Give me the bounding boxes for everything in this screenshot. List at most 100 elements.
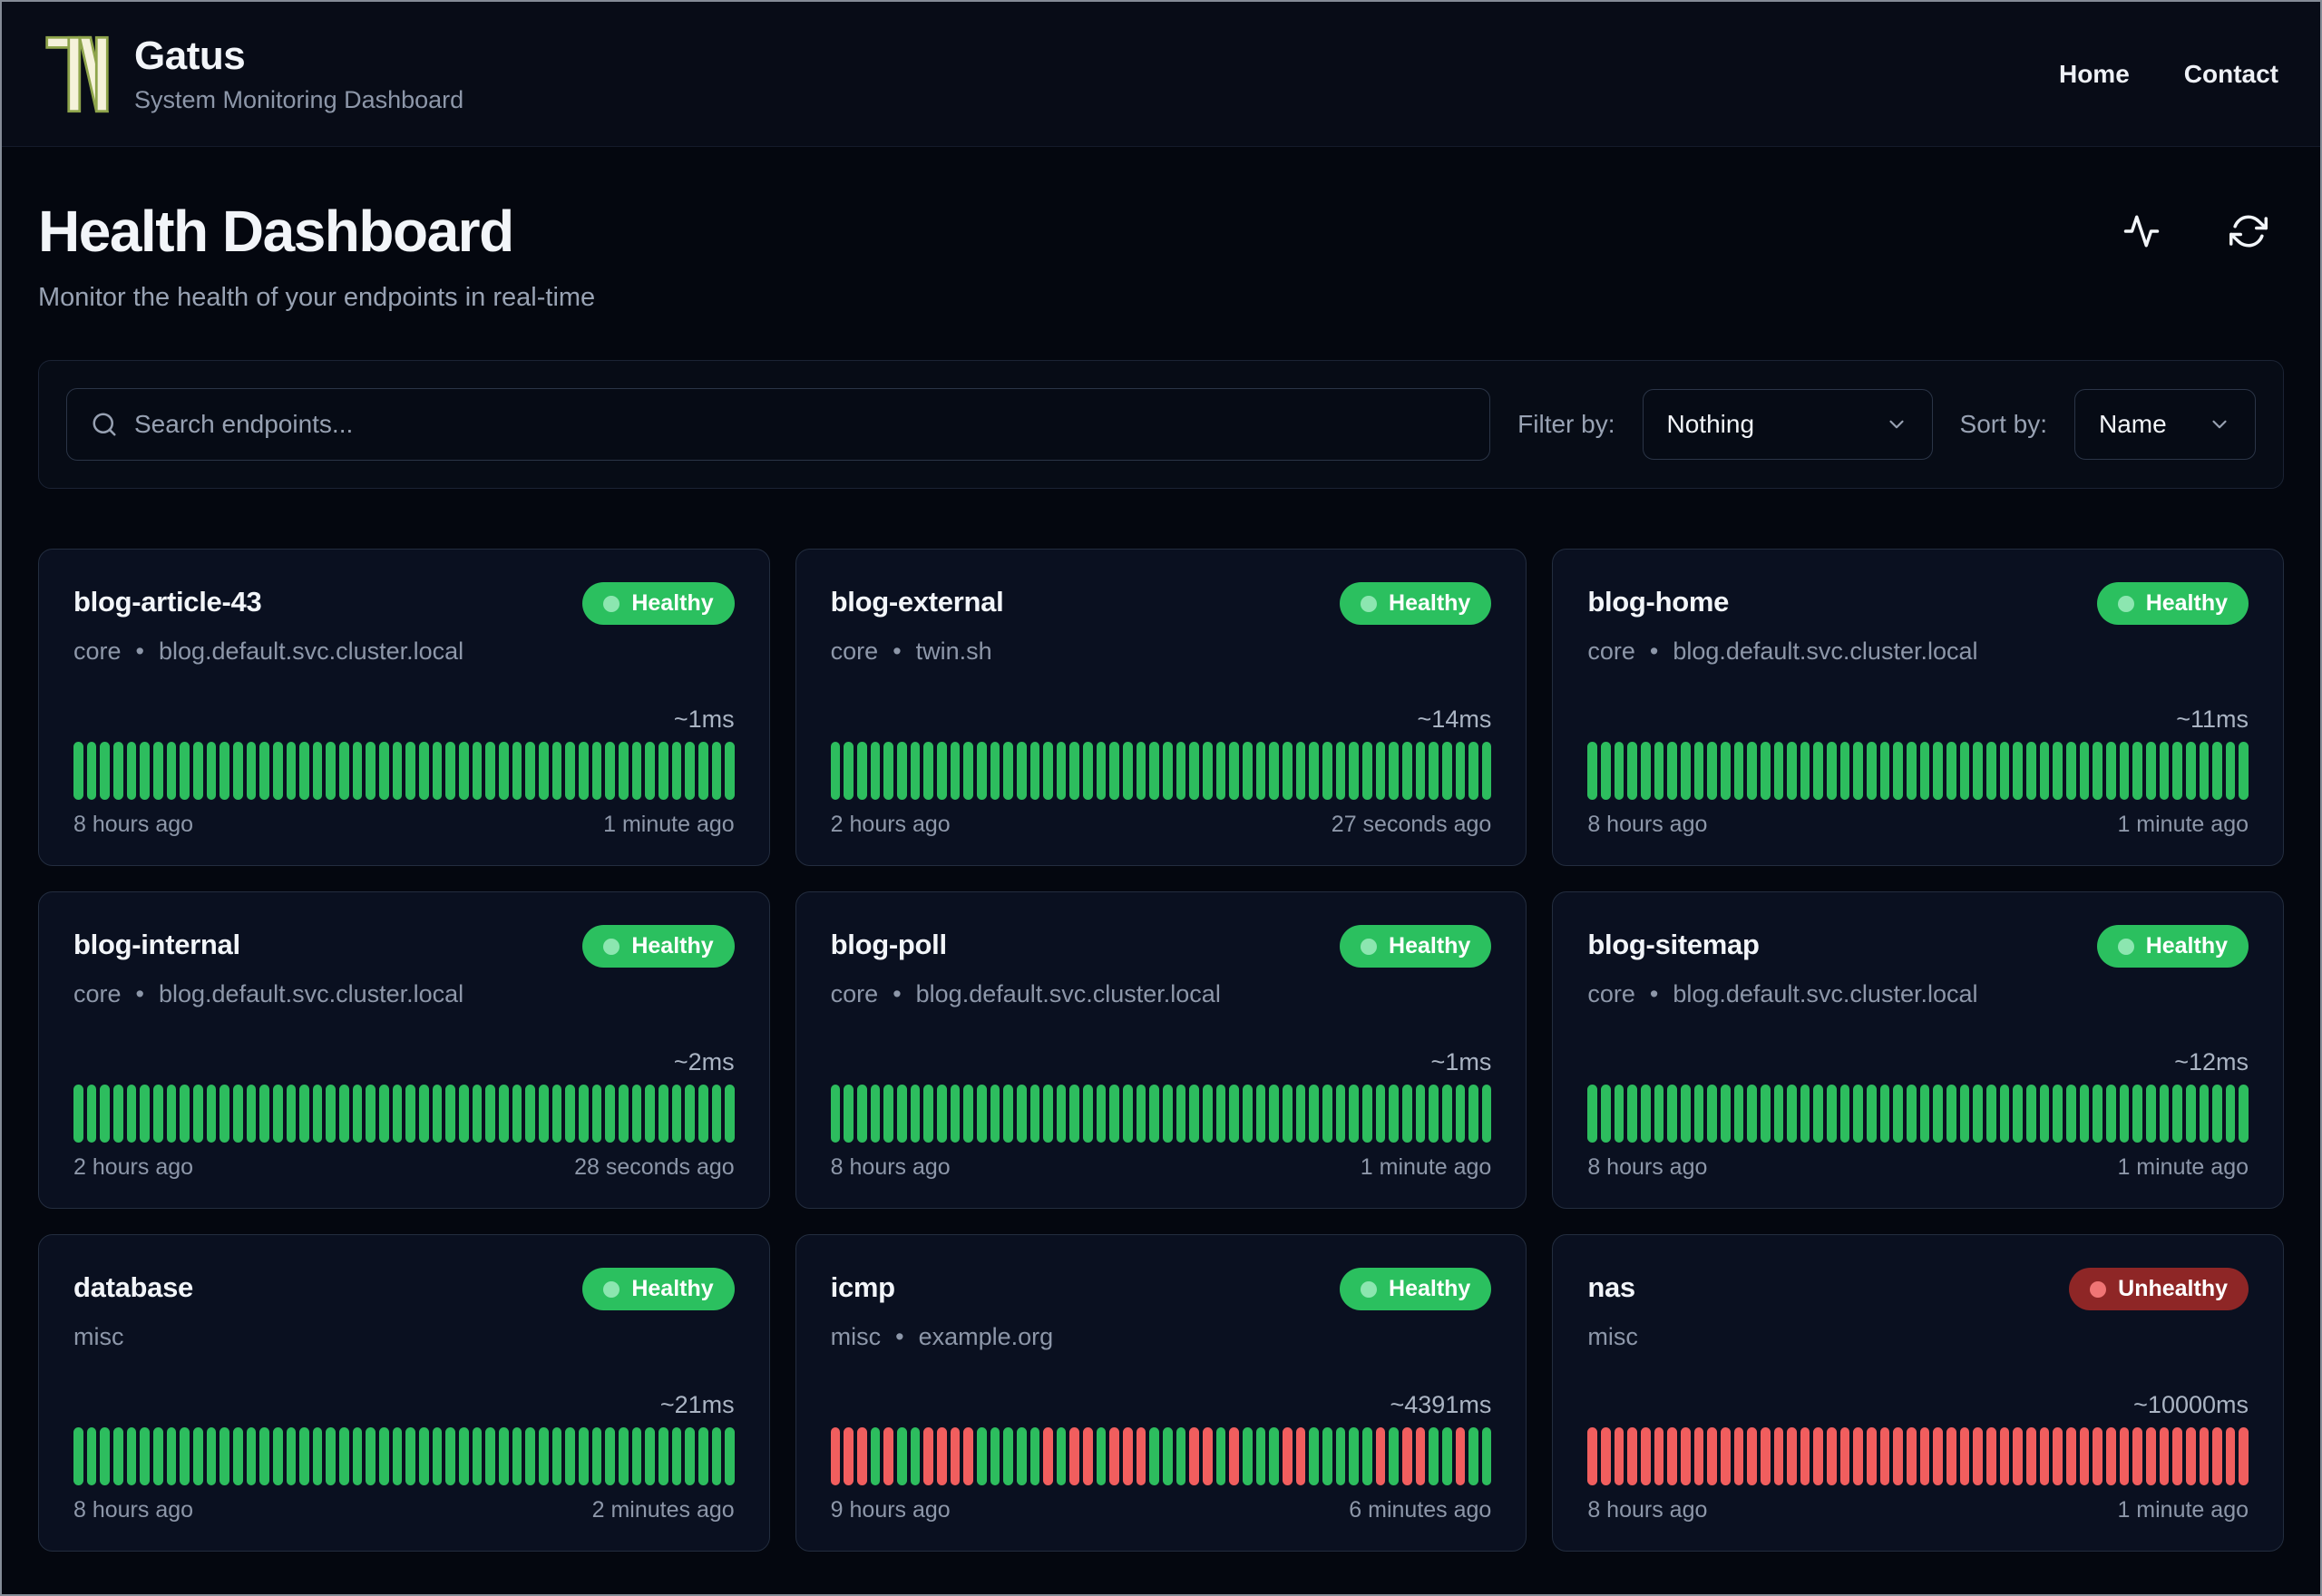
uptime-bar[interactable] <box>2093 742 2102 800</box>
uptime-bar[interactable] <box>1176 1427 1186 1485</box>
uptime-bar[interactable] <box>1069 742 1080 800</box>
uptime-bar[interactable] <box>2065 742 2076 800</box>
uptime-bar[interactable] <box>232 1085 243 1143</box>
uptime-bar[interactable] <box>1056 742 1067 800</box>
uptime-bar[interactable] <box>1361 1085 1372 1143</box>
uptime-bar[interactable] <box>698 1085 708 1143</box>
uptime-bar[interactable] <box>2199 742 2210 800</box>
endpoint-card[interactable]: database Healthy misc • ~21ms 8 hours ag… <box>38 1234 770 1552</box>
uptime-bar[interactable] <box>910 742 921 800</box>
uptime-bar[interactable] <box>220 1085 229 1143</box>
uptime-bar[interactable] <box>1029 742 1040 800</box>
uptime-bar[interactable] <box>1587 1085 1597 1143</box>
uptime-bar[interactable] <box>419 1427 429 1485</box>
uptime-bar[interactable] <box>1109 1427 1120 1485</box>
uptime-bar[interactable] <box>312 1427 323 1485</box>
uptime-bar[interactable] <box>578 1427 589 1485</box>
uptime-bar[interactable] <box>392 1085 403 1143</box>
uptime-bar[interactable] <box>312 1085 323 1143</box>
uptime-bar[interactable] <box>910 1427 921 1485</box>
uptime-bar[interactable] <box>1919 742 1930 800</box>
uptime-bar[interactable] <box>432 1427 443 1485</box>
uptime-bar[interactable] <box>698 1427 708 1485</box>
uptime-bar[interactable] <box>2172 1427 2182 1485</box>
uptime-bar[interactable] <box>73 1427 83 1485</box>
uptime-bar[interactable] <box>1295 742 1306 800</box>
uptime-bar[interactable] <box>2079 1427 2090 1485</box>
uptime-bar[interactable] <box>671 742 682 800</box>
uptime-bar[interactable] <box>658 1427 668 1485</box>
uptime-bar[interactable] <box>1654 1085 1664 1143</box>
uptime-bar[interactable] <box>2093 1427 2102 1485</box>
filter-select[interactable]: Nothing <box>1642 389 1933 460</box>
uptime-bar[interactable] <box>1813 742 1824 800</box>
uptime-bar[interactable] <box>499 1085 509 1143</box>
uptime-bar[interactable] <box>1043 1085 1053 1143</box>
uptime-bar[interactable] <box>1163 1085 1173 1143</box>
uptime-bar[interactable] <box>1787 742 1797 800</box>
uptime-bar[interactable] <box>112 1427 123 1485</box>
uptime-bar[interactable] <box>685 742 695 800</box>
uptime-bar[interactable] <box>445 742 456 800</box>
uptime-bar[interactable] <box>432 742 443 800</box>
uptime-bar[interactable] <box>1800 742 1810 800</box>
uptime-bar[interactable] <box>1255 1085 1266 1143</box>
uptime-bar[interactable] <box>232 742 243 800</box>
uptime-bar[interactable] <box>100 1427 110 1485</box>
uptime-bar[interactable] <box>405 1427 416 1485</box>
uptime-bar[interactable] <box>1893 1085 1904 1143</box>
uptime-bar[interactable] <box>1640 1427 1651 1485</box>
uptime-bar[interactable] <box>259 1427 269 1485</box>
uptime-bar[interactable] <box>126 1427 137 1485</box>
uptime-bar[interactable] <box>2025 742 2036 800</box>
uptime-bar[interactable] <box>1587 1427 1597 1485</box>
uptime-bar[interactable] <box>1919 1085 1930 1143</box>
uptime-bar[interactable] <box>2105 1427 2116 1485</box>
uptime-bar[interactable] <box>2185 1427 2196 1485</box>
uptime-bar[interactable] <box>976 742 987 800</box>
uptime-bar[interactable] <box>1282 1427 1293 1485</box>
uptime-bar[interactable] <box>830 1427 841 1485</box>
uptime-bar[interactable] <box>2039 1427 2050 1485</box>
uptime-bar[interactable] <box>963 1427 973 1485</box>
uptime-bar[interactable] <box>472 742 483 800</box>
uptime-bar[interactable] <box>1614 742 1624 800</box>
uptime-bar[interactable] <box>685 1427 695 1485</box>
uptime-bar[interactable] <box>1269 742 1279 800</box>
uptime-bar[interactable] <box>844 1085 854 1143</box>
uptime-bar[interactable] <box>100 742 110 800</box>
uptime-bar[interactable] <box>152 742 163 800</box>
uptime-bar[interactable] <box>1959 1427 1970 1485</box>
uptime-bar[interactable] <box>2225 1085 2236 1143</box>
uptime-bar[interactable] <box>2212 1427 2222 1485</box>
uptime-bar[interactable] <box>1389 1427 1399 1485</box>
uptime-bar[interactable] <box>1349 1427 1359 1485</box>
uptime-bar[interactable] <box>419 1085 429 1143</box>
uptime-bar[interactable] <box>711 1427 722 1485</box>
uptime-bar[interactable] <box>1640 1085 1651 1143</box>
uptime-bar[interactable] <box>1415 1085 1426 1143</box>
uptime-bar[interactable] <box>405 742 416 800</box>
uptime-bar[interactable] <box>272 1085 283 1143</box>
uptime-bar[interactable] <box>379 742 389 800</box>
uptime-bar[interactable] <box>1441 1427 1452 1485</box>
uptime-bar[interactable] <box>1136 1085 1146 1143</box>
uptime-bar[interactable] <box>671 1427 682 1485</box>
uptime-bar[interactable] <box>1455 1427 1466 1485</box>
uptime-bar[interactable] <box>976 1085 987 1143</box>
uptime-bar[interactable] <box>1269 1085 1279 1143</box>
uptime-bar[interactable] <box>1867 742 1877 800</box>
uptime-bar[interactable] <box>1189 1085 1200 1143</box>
uptime-bar[interactable] <box>1243 1427 1253 1485</box>
uptime-bar[interactable] <box>1986 1085 1996 1143</box>
uptime-bar[interactable] <box>645 742 655 800</box>
uptime-bar[interactable] <box>86 1427 97 1485</box>
uptime-bar[interactable] <box>73 1085 83 1143</box>
uptime-bar[interactable] <box>206 742 217 800</box>
uptime-bar[interactable] <box>2039 742 2050 800</box>
uptime-bar[interactable] <box>2065 1085 2076 1143</box>
uptime-bar[interactable] <box>1176 742 1186 800</box>
uptime-bar[interactable] <box>485 742 495 800</box>
uptime-bar[interactable] <box>1627 742 1637 800</box>
uptime-bar[interactable] <box>1083 1427 1093 1485</box>
